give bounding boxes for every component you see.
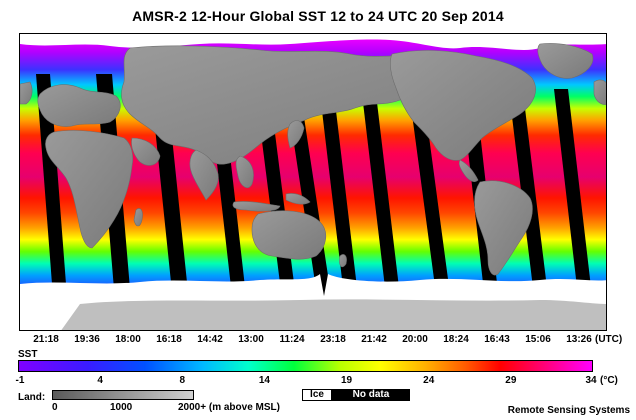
time-label: 18:24 <box>443 334 469 345</box>
sst-map <box>19 33 607 331</box>
sst-color-bar <box>18 360 593 372</box>
time-label: 19:36 <box>74 334 100 345</box>
time-label: 13:00 <box>238 334 264 345</box>
sst-unit-label: (°C) <box>600 375 618 386</box>
time-label: 20:00 <box>402 334 428 345</box>
antarctica-terrain <box>61 299 606 330</box>
sst-tick: 34 <box>585 375 597 386</box>
time-axis: 21:18 19:36 18:00 16:18 14:42 13:00 11:24 23:18… <box>19 334 636 348</box>
land-elevation-bar <box>52 390 194 400</box>
time-label: 14:42 <box>197 334 223 345</box>
sst-tick: 14 <box>258 375 270 386</box>
time-label: 16:43 <box>484 334 510 345</box>
land-masses <box>20 43 606 276</box>
land-tick-1000: 1000 <box>110 402 133 413</box>
land-tick-labels: 0 1000 2000+ (m above MSL) <box>52 402 280 414</box>
time-label: 13:26 <box>566 334 592 345</box>
time-label: 11:24 <box>279 334 305 345</box>
sst-tick-labels: -1 4 8 14 19 24 29 34 <box>15 375 597 387</box>
land-legend-label: Land: <box>18 392 46 403</box>
time-label: 16:18 <box>156 334 182 345</box>
sst-map-canvas <box>20 34 606 330</box>
land-tick-0: 0 <box>52 402 58 413</box>
map-title: AMSR-2 12-Hour Global SST 12 to 24 UTC 2… <box>132 8 504 24</box>
sst-tick: 19 <box>341 375 353 386</box>
sst-tick: -1 <box>15 375 25 386</box>
sst-tick: 4 <box>97 375 103 386</box>
land-tick-2000: 2000+ (m above MSL) <box>178 402 280 413</box>
sst-tick: 29 <box>505 375 517 386</box>
ice-legend-box: Ice <box>302 389 332 401</box>
sst-legend-label: SST <box>18 349 38 360</box>
time-label: 18:00 <box>115 334 141 345</box>
time-label: 15:06 <box>525 334 551 345</box>
sst-tick: 8 <box>179 375 186 386</box>
time-label: 21:18 <box>33 334 59 345</box>
time-unit-label: (UTC) <box>595 334 623 345</box>
time-label: 23:18 <box>320 334 346 345</box>
no-data-legend-box: No data <box>332 389 410 401</box>
credit-text: Remote Sensing Systems <box>507 405 630 416</box>
sst-tick: 24 <box>423 375 435 386</box>
time-label: 21:42 <box>361 334 387 345</box>
